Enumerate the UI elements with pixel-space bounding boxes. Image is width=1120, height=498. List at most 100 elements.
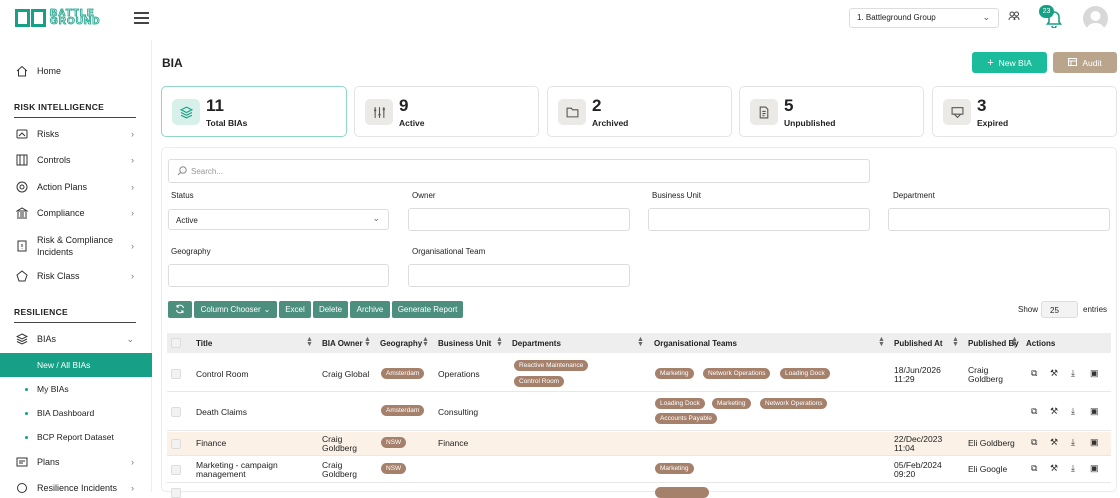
department-field[interactable]	[888, 208, 1110, 231]
wrench-icon[interactable]: ⚒	[1050, 463, 1059, 473]
column-header-published-by[interactable]: Published By	[968, 339, 1019, 348]
sidebar-item-bcp-report[interactable]: BCP Report Dataset	[25, 432, 114, 442]
table-header	[167, 333, 1111, 353]
stat-card-total[interactable]: 11 Total BIAs	[161, 86, 347, 137]
sidebar-item-resilience-incidents[interactable]: Resilience Incidents ›	[0, 478, 152, 498]
team-tag: Marketing	[655, 463, 694, 474]
sidebar-item-risk-class[interactable]: Risk Class ›	[0, 266, 152, 286]
sidebar-item-home[interactable]: Home	[0, 61, 152, 81]
archive-icon[interactable]: ▣	[1090, 368, 1099, 378]
download-icon[interactable]: ⤓	[1071, 437, 1075, 447]
sidebar-item-bias[interactable]: BIAs ⌄	[0, 329, 152, 349]
copy-icon[interactable]: ⧉	[1031, 437, 1038, 447]
search-input[interactable]: Search...	[168, 159, 870, 183]
sort-icon[interactable]: ▲ ▼	[364, 336, 371, 348]
excel-button[interactable]: Excel	[279, 301, 311, 318]
copy-icon[interactable]: ⧉	[1031, 368, 1038, 378]
row-checkbox[interactable]	[171, 407, 181, 417]
org-team-field[interactable]	[408, 264, 630, 287]
new-bia-button[interactable]: + New BIA	[972, 52, 1047, 73]
sort-icon[interactable]: ▲ ▼	[637, 336, 644, 348]
switch-user-icon[interactable]	[1008, 11, 1020, 23]
sort-icon[interactable]: ▲ ▼	[878, 336, 885, 348]
cell-title[interactable]: Marketing - campaign	[196, 460, 278, 470]
geography-field[interactable]	[168, 264, 389, 287]
group-select[interactable]: 1. Battleground Group ⌄	[849, 8, 999, 28]
select-all-checkbox[interactable]	[171, 338, 181, 348]
download-icon[interactable]: ⤓	[1071, 406, 1075, 416]
search-icon	[177, 166, 187, 178]
hamburger-menu-icon[interactable]	[134, 12, 149, 24]
sidebar-item-risks[interactable]: Risks ›	[0, 124, 152, 144]
download-icon[interactable]: ⤓	[1071, 368, 1075, 378]
sort-icon[interactable]: ▲ ▼	[496, 336, 503, 348]
entries-select[interactable]: 25	[1041, 301, 1078, 318]
app-logo[interactable]: BATTLE GROUND	[15, 8, 100, 27]
column-header-geography[interactable]: Geography	[380, 339, 423, 348]
status-select[interactable]: Active ⌄	[168, 209, 389, 230]
cell-title[interactable]: management	[196, 469, 246, 479]
sidebar-item-my-bias[interactable]: My BIAs	[25, 384, 69, 394]
archive-icon[interactable]: ▣	[1090, 406, 1099, 416]
stat-card-expired[interactable]: 3 Expired	[932, 86, 1117, 137]
avatar[interactable]	[1083, 6, 1108, 31]
sort-icon[interactable]: ▲ ▼	[952, 336, 959, 348]
download-icon[interactable]: ⤓	[1071, 463, 1075, 473]
stat-card-active[interactable]: 9 Active	[354, 86, 539, 137]
cell-published-by: Eli Google	[968, 464, 1008, 474]
stat-card-archived[interactable]: 2 Archived	[547, 86, 732, 137]
wrench-icon[interactable]: ⚒	[1050, 368, 1059, 378]
sort-icon[interactable]: ▲ ▼	[1011, 336, 1018, 348]
wrench-icon[interactable]: ⚒	[1050, 437, 1059, 447]
cell-title[interactable]: Control Room	[196, 369, 249, 379]
sidebar-item-new-all-bias[interactable]: New / All BIAs	[0, 353, 152, 377]
column-chooser-button[interactable]: Column Chooser ⌄	[194, 301, 277, 318]
column-header-owner[interactable]: BIA Owner	[322, 339, 363, 348]
sort-icon[interactable]: ▲ ▼	[306, 336, 313, 348]
cell-title[interactable]: Death Claims	[196, 407, 248, 417]
owner-field[interactable]	[408, 208, 630, 231]
stat-card-unpublished[interactable]: 5 Unpublished	[739, 86, 924, 137]
table-row[interactable]	[167, 457, 1111, 483]
refresh-button[interactable]	[168, 301, 192, 318]
bullet-icon	[25, 387, 28, 391]
entries-label: entries	[1083, 305, 1108, 314]
sidebar-item-compliance[interactable]: Compliance ›	[0, 203, 152, 223]
archive-button[interactable]: Archive	[350, 301, 390, 318]
cell-published-by: Goldberg	[968, 374, 1003, 384]
table-row[interactable]	[167, 393, 1111, 431]
column-header-departments[interactable]: Departments	[512, 339, 561, 348]
copy-icon[interactable]: ⧉	[1031, 463, 1038, 473]
column-header-business-unit[interactable]: Business Unit	[438, 339, 492, 348]
audit-button[interactable]: Audit	[1053, 52, 1117, 73]
chevron-right-icon: ›	[131, 483, 134, 493]
status-label: Status	[171, 191, 194, 200]
sidebar-item-controls[interactable]: Controls ›	[0, 150, 152, 170]
column-header-title[interactable]: Title	[196, 339, 213, 348]
business-unit-field[interactable]	[648, 208, 870, 231]
copy-icon[interactable]: ⧉	[1031, 406, 1038, 416]
delete-button[interactable]: Delete	[313, 301, 348, 318]
bullet-icon	[25, 411, 28, 415]
cell-title[interactable]: Finance	[196, 438, 227, 448]
table-row[interactable]	[167, 432, 1111, 456]
row-checkbox[interactable]	[171, 488, 181, 498]
sidebar-item-action-plans[interactable]: Action Plans ›	[0, 177, 152, 197]
sidebar-item-bia-dashboard[interactable]: BIA Dashboard	[25, 408, 94, 418]
sidebar-item-plans[interactable]: Plans ›	[0, 452, 152, 472]
row-checkbox[interactable]	[171, 439, 181, 449]
sidebar-item-label: Incidents	[37, 247, 74, 257]
generate-report-button[interactable]: Generate Report	[392, 301, 463, 318]
archive-icon[interactable]: ▣	[1090, 437, 1099, 447]
sidebar-item-incidents[interactable]: Risk & Compliance Incidents ›	[0, 234, 152, 258]
column-header-org-teams[interactable]: Organisational Teams	[654, 339, 737, 348]
row-checkbox[interactable]	[171, 465, 181, 475]
table-row[interactable]	[167, 354, 1111, 392]
sort-icon[interactable]: ▲ ▼	[422, 336, 429, 348]
archive-icon[interactable]: ▣	[1090, 463, 1099, 473]
wrench-icon[interactable]: ⚒	[1050, 406, 1059, 416]
row-checkbox[interactable]	[171, 369, 181, 379]
entries-value: 25	[1050, 306, 1059, 315]
column-header-published-at[interactable]: Published At	[894, 339, 943, 348]
stat-label: Total BIAs	[206, 118, 248, 128]
